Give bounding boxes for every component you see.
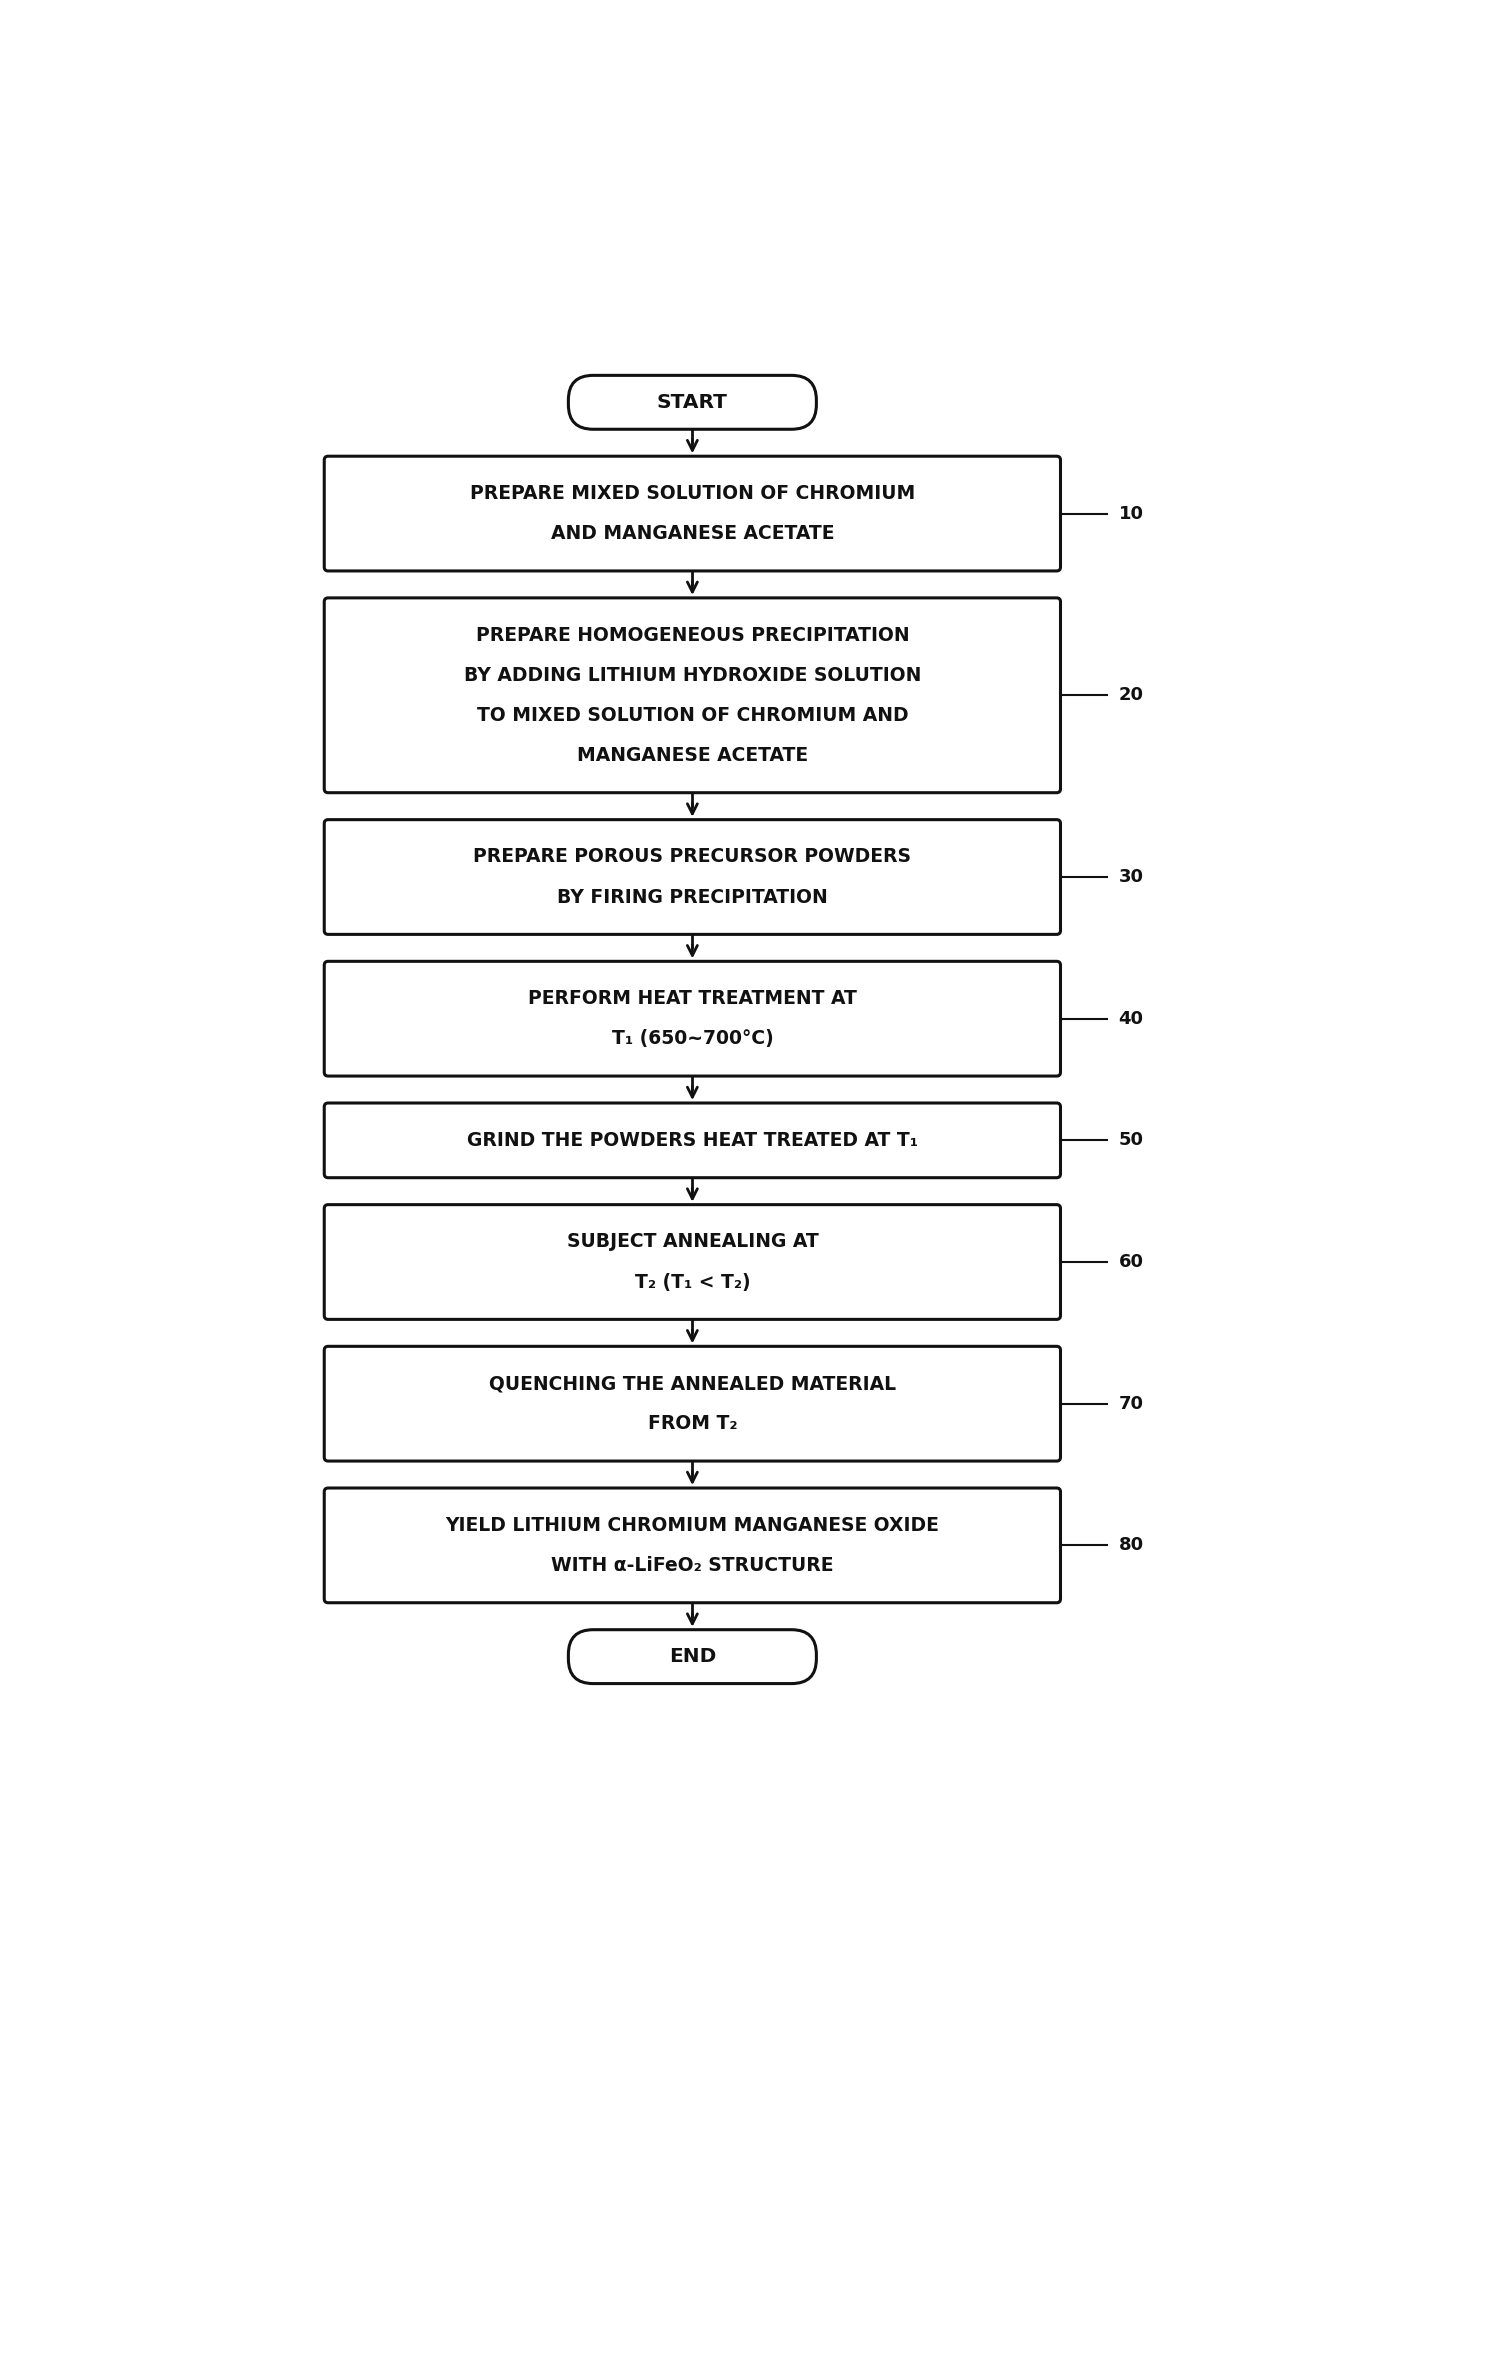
FancyBboxPatch shape	[569, 375, 816, 429]
Text: PREPARE MIXED SOLUTION OF CHROMIUM: PREPARE MIXED SOLUTION OF CHROMIUM	[469, 483, 914, 502]
Text: START: START	[656, 394, 727, 413]
Text: PREPARE POROUS PRECURSOR POWDERS: PREPARE POROUS PRECURSOR POWDERS	[474, 847, 911, 865]
Text: 40: 40	[1118, 1009, 1144, 1028]
FancyBboxPatch shape	[324, 1104, 1061, 1177]
Text: YIELD LITHIUM CHROMIUM MANGANESE OXIDE: YIELD LITHIUM CHROMIUM MANGANESE OXIDE	[445, 1516, 939, 1535]
Text: FROM T₂: FROM T₂	[647, 1415, 736, 1434]
Text: SUBJECT ANNEALING AT: SUBJECT ANNEALING AT	[566, 1233, 818, 1252]
Text: 20: 20	[1118, 686, 1144, 705]
Text: MANGANESE ACETATE: MANGANESE ACETATE	[576, 745, 807, 764]
Text: PREPARE HOMOGENEOUS PRECIPITATION: PREPARE HOMOGENEOUS PRECIPITATION	[475, 625, 910, 644]
FancyBboxPatch shape	[569, 1629, 816, 1684]
Text: 80: 80	[1118, 1537, 1144, 1554]
Text: GRIND THE POWDERS HEAT TREATED AT T₁: GRIND THE POWDERS HEAT TREATED AT T₁	[466, 1132, 917, 1151]
FancyBboxPatch shape	[324, 1488, 1061, 1603]
Text: 60: 60	[1118, 1252, 1144, 1271]
Text: 10: 10	[1118, 505, 1144, 523]
Text: T₁ (650~700°C): T₁ (650~700°C)	[611, 1028, 773, 1049]
Text: BY FIRING PRECIPITATION: BY FIRING PRECIPITATION	[557, 887, 828, 905]
Text: PERFORM HEAT TREATMENT AT: PERFORM HEAT TREATMENT AT	[528, 988, 857, 1009]
Text: T₂ (T₁ < T₂): T₂ (T₁ < T₂)	[635, 1273, 750, 1292]
FancyBboxPatch shape	[324, 1346, 1061, 1462]
Text: TO MIXED SOLUTION OF CHROMIUM AND: TO MIXED SOLUTION OF CHROMIUM AND	[477, 705, 908, 724]
FancyBboxPatch shape	[324, 1205, 1061, 1320]
FancyBboxPatch shape	[324, 455, 1061, 571]
FancyBboxPatch shape	[324, 962, 1061, 1075]
Text: 30: 30	[1118, 868, 1144, 887]
Text: QUENCHING THE ANNEALED MATERIAL: QUENCHING THE ANNEALED MATERIAL	[489, 1375, 896, 1394]
Text: END: END	[668, 1648, 715, 1667]
FancyBboxPatch shape	[324, 599, 1061, 792]
Text: 50: 50	[1118, 1132, 1144, 1148]
Text: WITH α-LiFeO₂ STRUCTURE: WITH α-LiFeO₂ STRUCTURE	[551, 1556, 833, 1575]
Text: AND MANGANESE ACETATE: AND MANGANESE ACETATE	[551, 523, 834, 542]
Text: 70: 70	[1118, 1394, 1144, 1412]
Text: BY ADDING LITHIUM HYDROXIDE SOLUTION: BY ADDING LITHIUM HYDROXIDE SOLUTION	[463, 665, 920, 684]
FancyBboxPatch shape	[324, 821, 1061, 934]
